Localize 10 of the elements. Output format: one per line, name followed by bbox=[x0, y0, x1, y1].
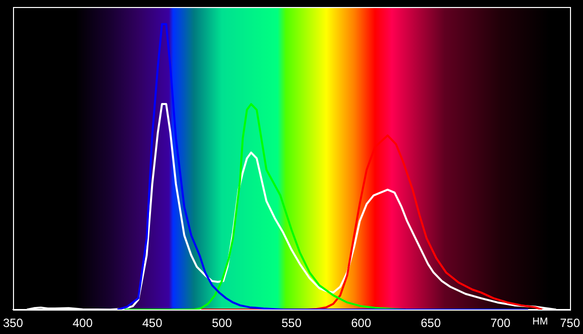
x-axis-title: НМ bbox=[532, 316, 548, 328]
x-tick-label: 500 bbox=[212, 316, 232, 330]
x-tick-label: 400 bbox=[72, 316, 93, 330]
x-tick-label: 450 bbox=[142, 316, 163, 330]
x-tick-label: 650 bbox=[420, 316, 442, 330]
x-tick-label: 550 bbox=[281, 316, 302, 330]
x-tick-label: 700 bbox=[490, 316, 511, 330]
x-tick-label: 600 bbox=[351, 316, 372, 330]
x-tick-label: 350 bbox=[2, 316, 24, 330]
x-tick-label: 750 bbox=[560, 316, 580, 330]
